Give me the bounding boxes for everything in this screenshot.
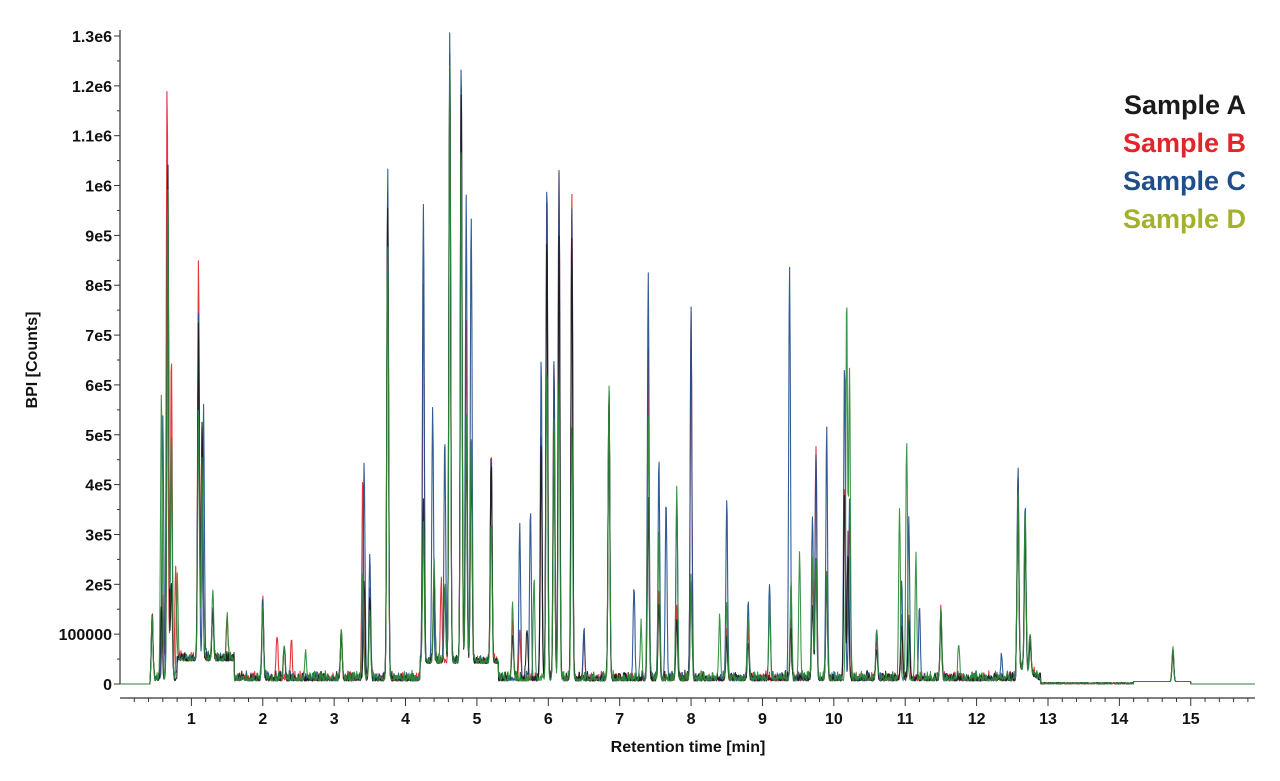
x-tick-label: 10 xyxy=(825,711,843,728)
x-tick-label: 14 xyxy=(1110,711,1128,728)
x-tick-label: 8 xyxy=(687,711,696,728)
trace-sample-a xyxy=(119,68,1256,685)
y-tick-label: 1.3e6 xyxy=(72,29,112,46)
legend: Sample A Sample B Sample C Sample D xyxy=(1123,90,1246,234)
x-tick-label: 15 xyxy=(1182,711,1200,728)
x-tick-label: 5 xyxy=(472,711,481,728)
y-tick-label: 5e5 xyxy=(85,428,112,445)
y-tick-label: 1.2e6 xyxy=(72,79,112,96)
legend-entry-sample-c: Sample C xyxy=(1123,166,1246,196)
x-tick-label: 2 xyxy=(258,711,267,728)
y-tick-label: 1e6 xyxy=(85,179,112,196)
legend-entry-sample-d: Sample D xyxy=(1123,204,1246,234)
y-tick-label: 9e5 xyxy=(85,228,112,245)
y-tick-label: 8e5 xyxy=(85,278,112,295)
x-tick-label: 12 xyxy=(968,711,986,728)
y-tick-label: 2e5 xyxy=(85,577,112,594)
y-tick-label: 4e5 xyxy=(85,478,112,495)
x-tick-label: 1 xyxy=(187,711,196,728)
trace-sample-c xyxy=(119,32,1256,685)
y-tick-label: 100000 xyxy=(59,627,112,644)
trace-group xyxy=(119,32,1256,685)
y-tick-label: 7e5 xyxy=(85,328,112,345)
x-axis-title: Retention time [min] xyxy=(611,739,766,756)
tick-group: 0 100000 2e5 3e5 4e5 5e5 6e5 7e5 8e5 9e5 1e6 1.1e6 1… xyxy=(59,29,1249,728)
y-tick-label: 0 xyxy=(103,677,112,694)
x-tick-label: 6 xyxy=(544,711,553,728)
x-tick-label: 7 xyxy=(615,711,624,728)
y-tick-label: 1.1e6 xyxy=(72,129,112,146)
x-tick-label: 13 xyxy=(1039,711,1057,728)
legend-entry-sample-a: Sample A xyxy=(1124,90,1246,120)
axes-group xyxy=(119,30,1255,699)
trace-sample-b xyxy=(119,53,1256,685)
legend-entry-sample-b: Sample B xyxy=(1123,128,1246,158)
y-axis-title: BPI [Counts] xyxy=(24,312,41,409)
x-tick-label: 3 xyxy=(330,711,339,728)
x-tick-label: 9 xyxy=(758,711,767,728)
x-tick-label: 11 xyxy=(897,711,914,728)
trace-sample-d xyxy=(119,65,1256,685)
x-tick-label: 4 xyxy=(401,711,410,728)
y-tick-label: 6e5 xyxy=(85,378,112,395)
y-tick-label: 3e5 xyxy=(85,527,112,544)
